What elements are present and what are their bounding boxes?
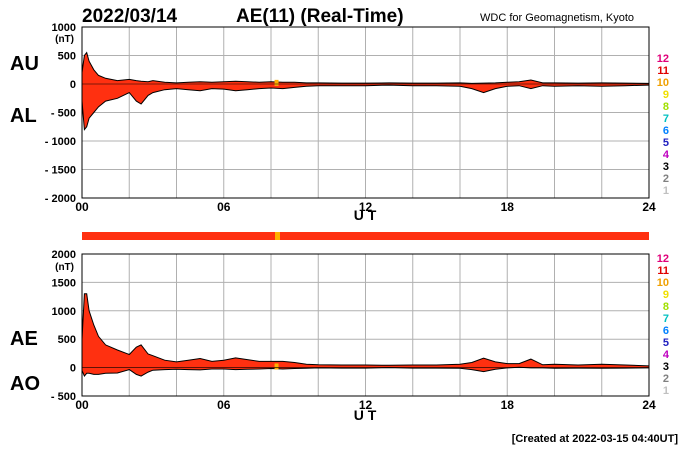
x-tick-label: 06 <box>217 398 231 412</box>
lower-series-line <box>81 84 650 131</box>
bottom-xlabel: U T <box>354 407 377 423</box>
station-count-label: 12 <box>657 53 669 65</box>
station-count-label: 5 <box>663 137 669 149</box>
coverage-bar-accent <box>275 232 280 240</box>
y-tick-label: 500 <box>58 334 76 346</box>
plot-frame <box>81 253 650 397</box>
x-tick-label: 00 <box>75 200 89 214</box>
top-unit-label: (nT) <box>55 34 74 45</box>
y-tick-label: 1500 <box>52 277 76 289</box>
bottom-unit-label: (nT) <box>55 262 74 273</box>
station-count-label: 4 <box>663 349 670 361</box>
x-tick-label: 18 <box>501 200 515 214</box>
al-label: AL <box>10 105 37 127</box>
station-count-label: 9 <box>663 89 669 101</box>
y-tick-label: - 500 <box>51 108 76 120</box>
station-count-label: 9 <box>663 289 669 301</box>
x-tick-label: 00 <box>75 398 89 412</box>
data-accent-mark <box>274 363 279 370</box>
chart-title: AE(11) (Real-Time) <box>236 6 404 27</box>
source-label: WDC for Geomagnetism, Kyoto <box>480 12 634 24</box>
y-tick-label: - 1500 <box>45 165 76 177</box>
station-count-label: 1 <box>663 385 669 397</box>
x-tick-label: 06 <box>217 200 231 214</box>
station-count-label: 11 <box>657 65 669 77</box>
station-count-label: 6 <box>663 125 669 137</box>
y-tick-label: 0 <box>70 79 76 91</box>
station-count-label: 3 <box>663 361 669 373</box>
station-count-label: 12 <box>657 253 669 265</box>
station-count-label: 8 <box>663 101 669 113</box>
y-tick-label: - 500 <box>51 391 76 403</box>
top-xlabel: U T <box>354 207 377 223</box>
data-accent-mark <box>274 79 279 86</box>
station-count-label: 5 <box>663 337 669 349</box>
station-coverage-bar <box>82 232 649 240</box>
y-tick-label: - 1000 <box>45 136 76 148</box>
y-tick-label: 0 <box>70 363 76 375</box>
station-count-label: 7 <box>663 313 669 325</box>
x-tick-label: 12 <box>359 398 373 412</box>
y-tick-label: - 2000 <box>45 193 76 205</box>
station-count-label: 1 <box>663 185 669 197</box>
x-tick-label: 12 <box>359 200 373 214</box>
station-count-label: 2 <box>663 373 669 385</box>
station-count-label: 6 <box>663 325 669 337</box>
station-count-label: 4 <box>663 149 670 161</box>
upper-series-line <box>81 293 650 367</box>
x-tick-label: 24 <box>642 200 656 214</box>
y-tick-label: 1000 <box>52 22 76 34</box>
x-tick-label: 24 <box>642 398 656 412</box>
station-count-label: 10 <box>657 277 669 289</box>
station-count-label: 7 <box>663 113 669 125</box>
plot-frame <box>81 26 650 199</box>
station-count-label: 2 <box>663 173 669 185</box>
x-tick-label: 18 <box>501 398 515 412</box>
date-label: 2022/03/14 <box>82 6 178 27</box>
ae-label: AE <box>10 328 38 350</box>
created-stamp: [Created at 2022-03-15 04:40UT] <box>512 433 679 445</box>
station-count-label: 8 <box>663 301 669 313</box>
station-count-label: 3 <box>663 161 669 173</box>
y-tick-label: 1000 <box>52 306 76 318</box>
station-count-label: 10 <box>657 77 669 89</box>
y-tick-label: 500 <box>58 51 76 63</box>
ao-label: AO <box>10 373 40 395</box>
station-count-label: 11 <box>657 265 669 277</box>
upper-series-line <box>81 51 650 84</box>
y-tick-label: 2000 <box>52 249 76 261</box>
au-label: AU <box>10 53 39 75</box>
